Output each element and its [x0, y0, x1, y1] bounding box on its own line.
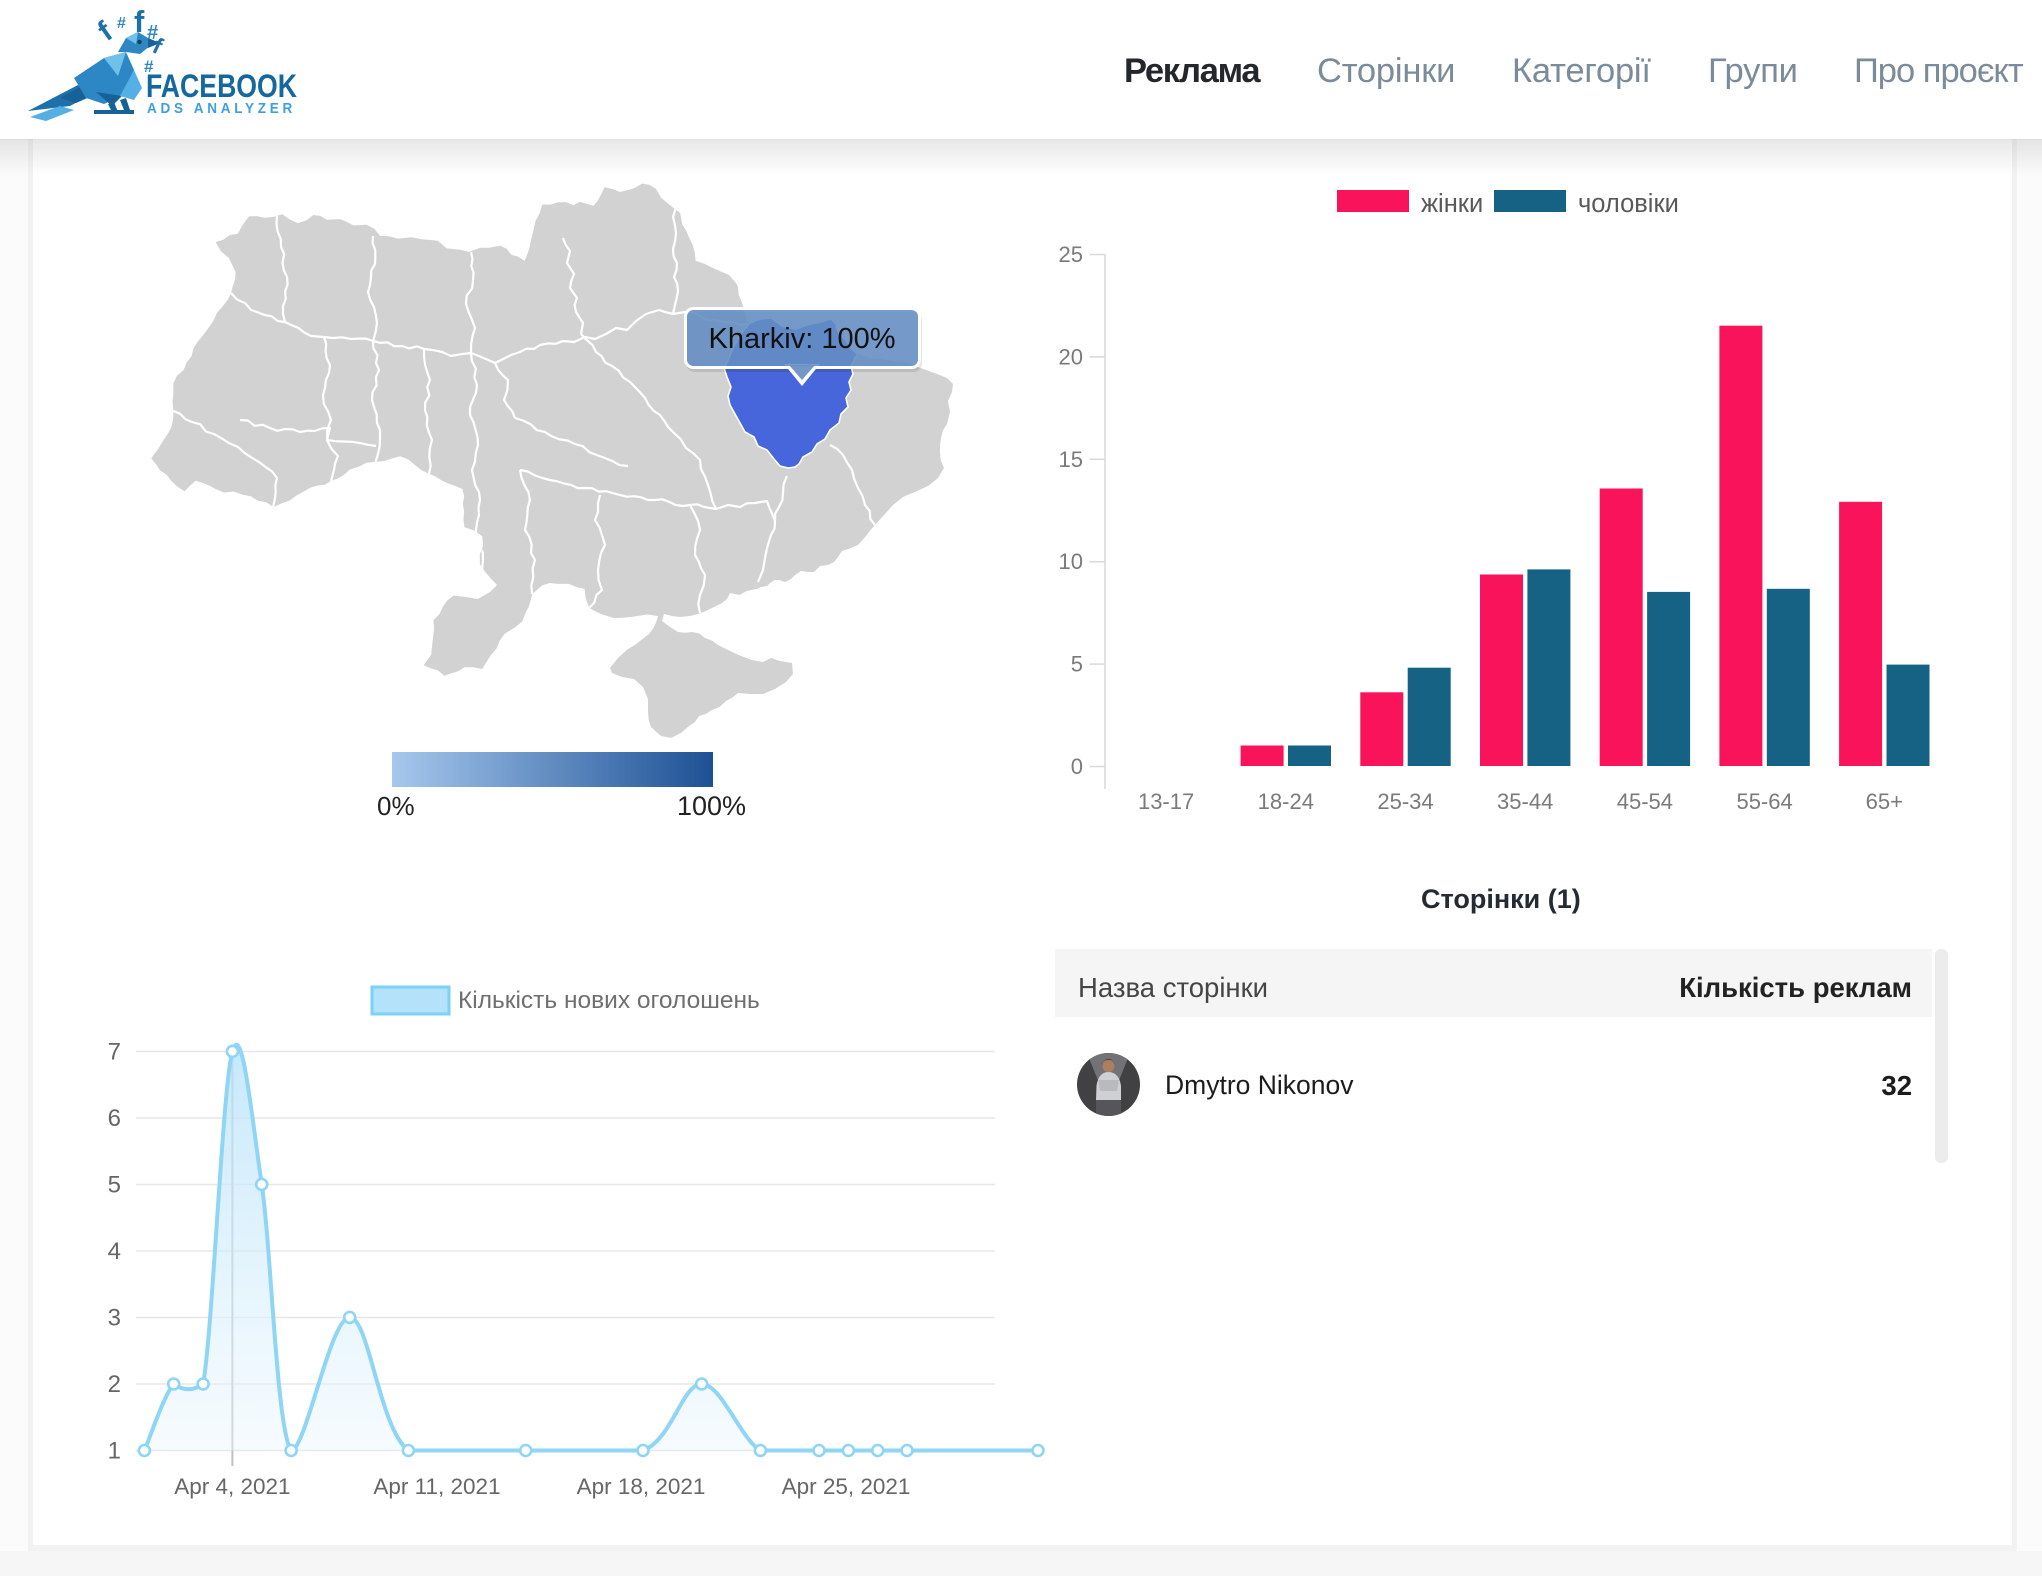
svg-text:#: # [144, 57, 154, 76]
svg-text:f: f [134, 4, 145, 39]
svg-text:Кількість нових оголошень: Кількість нових оголошень [458, 987, 760, 1014]
svg-text:#: # [147, 22, 158, 44]
svg-text:5: 5 [1071, 652, 1083, 677]
svg-text:45-54: 45-54 [1617, 789, 1673, 814]
svg-text:Apr 25, 2021: Apr 25, 2021 [782, 1474, 911, 1499]
svg-text:Kharkiv: 100%: Kharkiv: 100% [709, 323, 896, 355]
svg-text:Apr 18, 2021: Apr 18, 2021 [577, 1474, 706, 1499]
svg-text:жінки: жінки [1421, 190, 1483, 218]
svg-text:чоловіки: чоловіки [1578, 190, 1679, 218]
svg-text:3: 3 [108, 1305, 121, 1332]
svg-text:25-34: 25-34 [1377, 789, 1433, 814]
svg-text:18-24: 18-24 [1258, 789, 1314, 814]
svg-text:15: 15 [1059, 447, 1083, 472]
svg-text:25: 25 [1059, 242, 1083, 267]
svg-text:13-17: 13-17 [1138, 789, 1194, 814]
svg-text:7: 7 [108, 1039, 121, 1066]
svg-text:35-44: 35-44 [1497, 789, 1553, 814]
svg-text:Apr 4, 2021: Apr 4, 2021 [174, 1474, 290, 1499]
svg-text:0: 0 [1071, 754, 1083, 779]
svg-text:55-64: 55-64 [1736, 789, 1792, 814]
svg-text:1: 1 [108, 1438, 121, 1465]
svg-text:10: 10 [1059, 549, 1083, 574]
svg-text:ADS ANALYZER: ADS ANALYZER [147, 101, 296, 117]
svg-text:Apr 11, 2021: Apr 11, 2021 [373, 1474, 500, 1499]
svg-text:f: f [92, 16, 119, 48]
svg-text:20: 20 [1059, 344, 1083, 369]
svg-text:6: 6 [108, 1105, 121, 1132]
svg-text:0%: 0% [377, 791, 415, 821]
svg-text:FACEBOOK: FACEBOOK [146, 68, 297, 104]
svg-text:65+: 65+ [1866, 789, 1903, 814]
svg-text:2: 2 [108, 1371, 121, 1398]
svg-text:100%: 100% [677, 791, 746, 821]
svg-text:#: # [117, 15, 126, 32]
svg-text:5: 5 [108, 1172, 121, 1199]
svg-text:4: 4 [108, 1238, 121, 1265]
